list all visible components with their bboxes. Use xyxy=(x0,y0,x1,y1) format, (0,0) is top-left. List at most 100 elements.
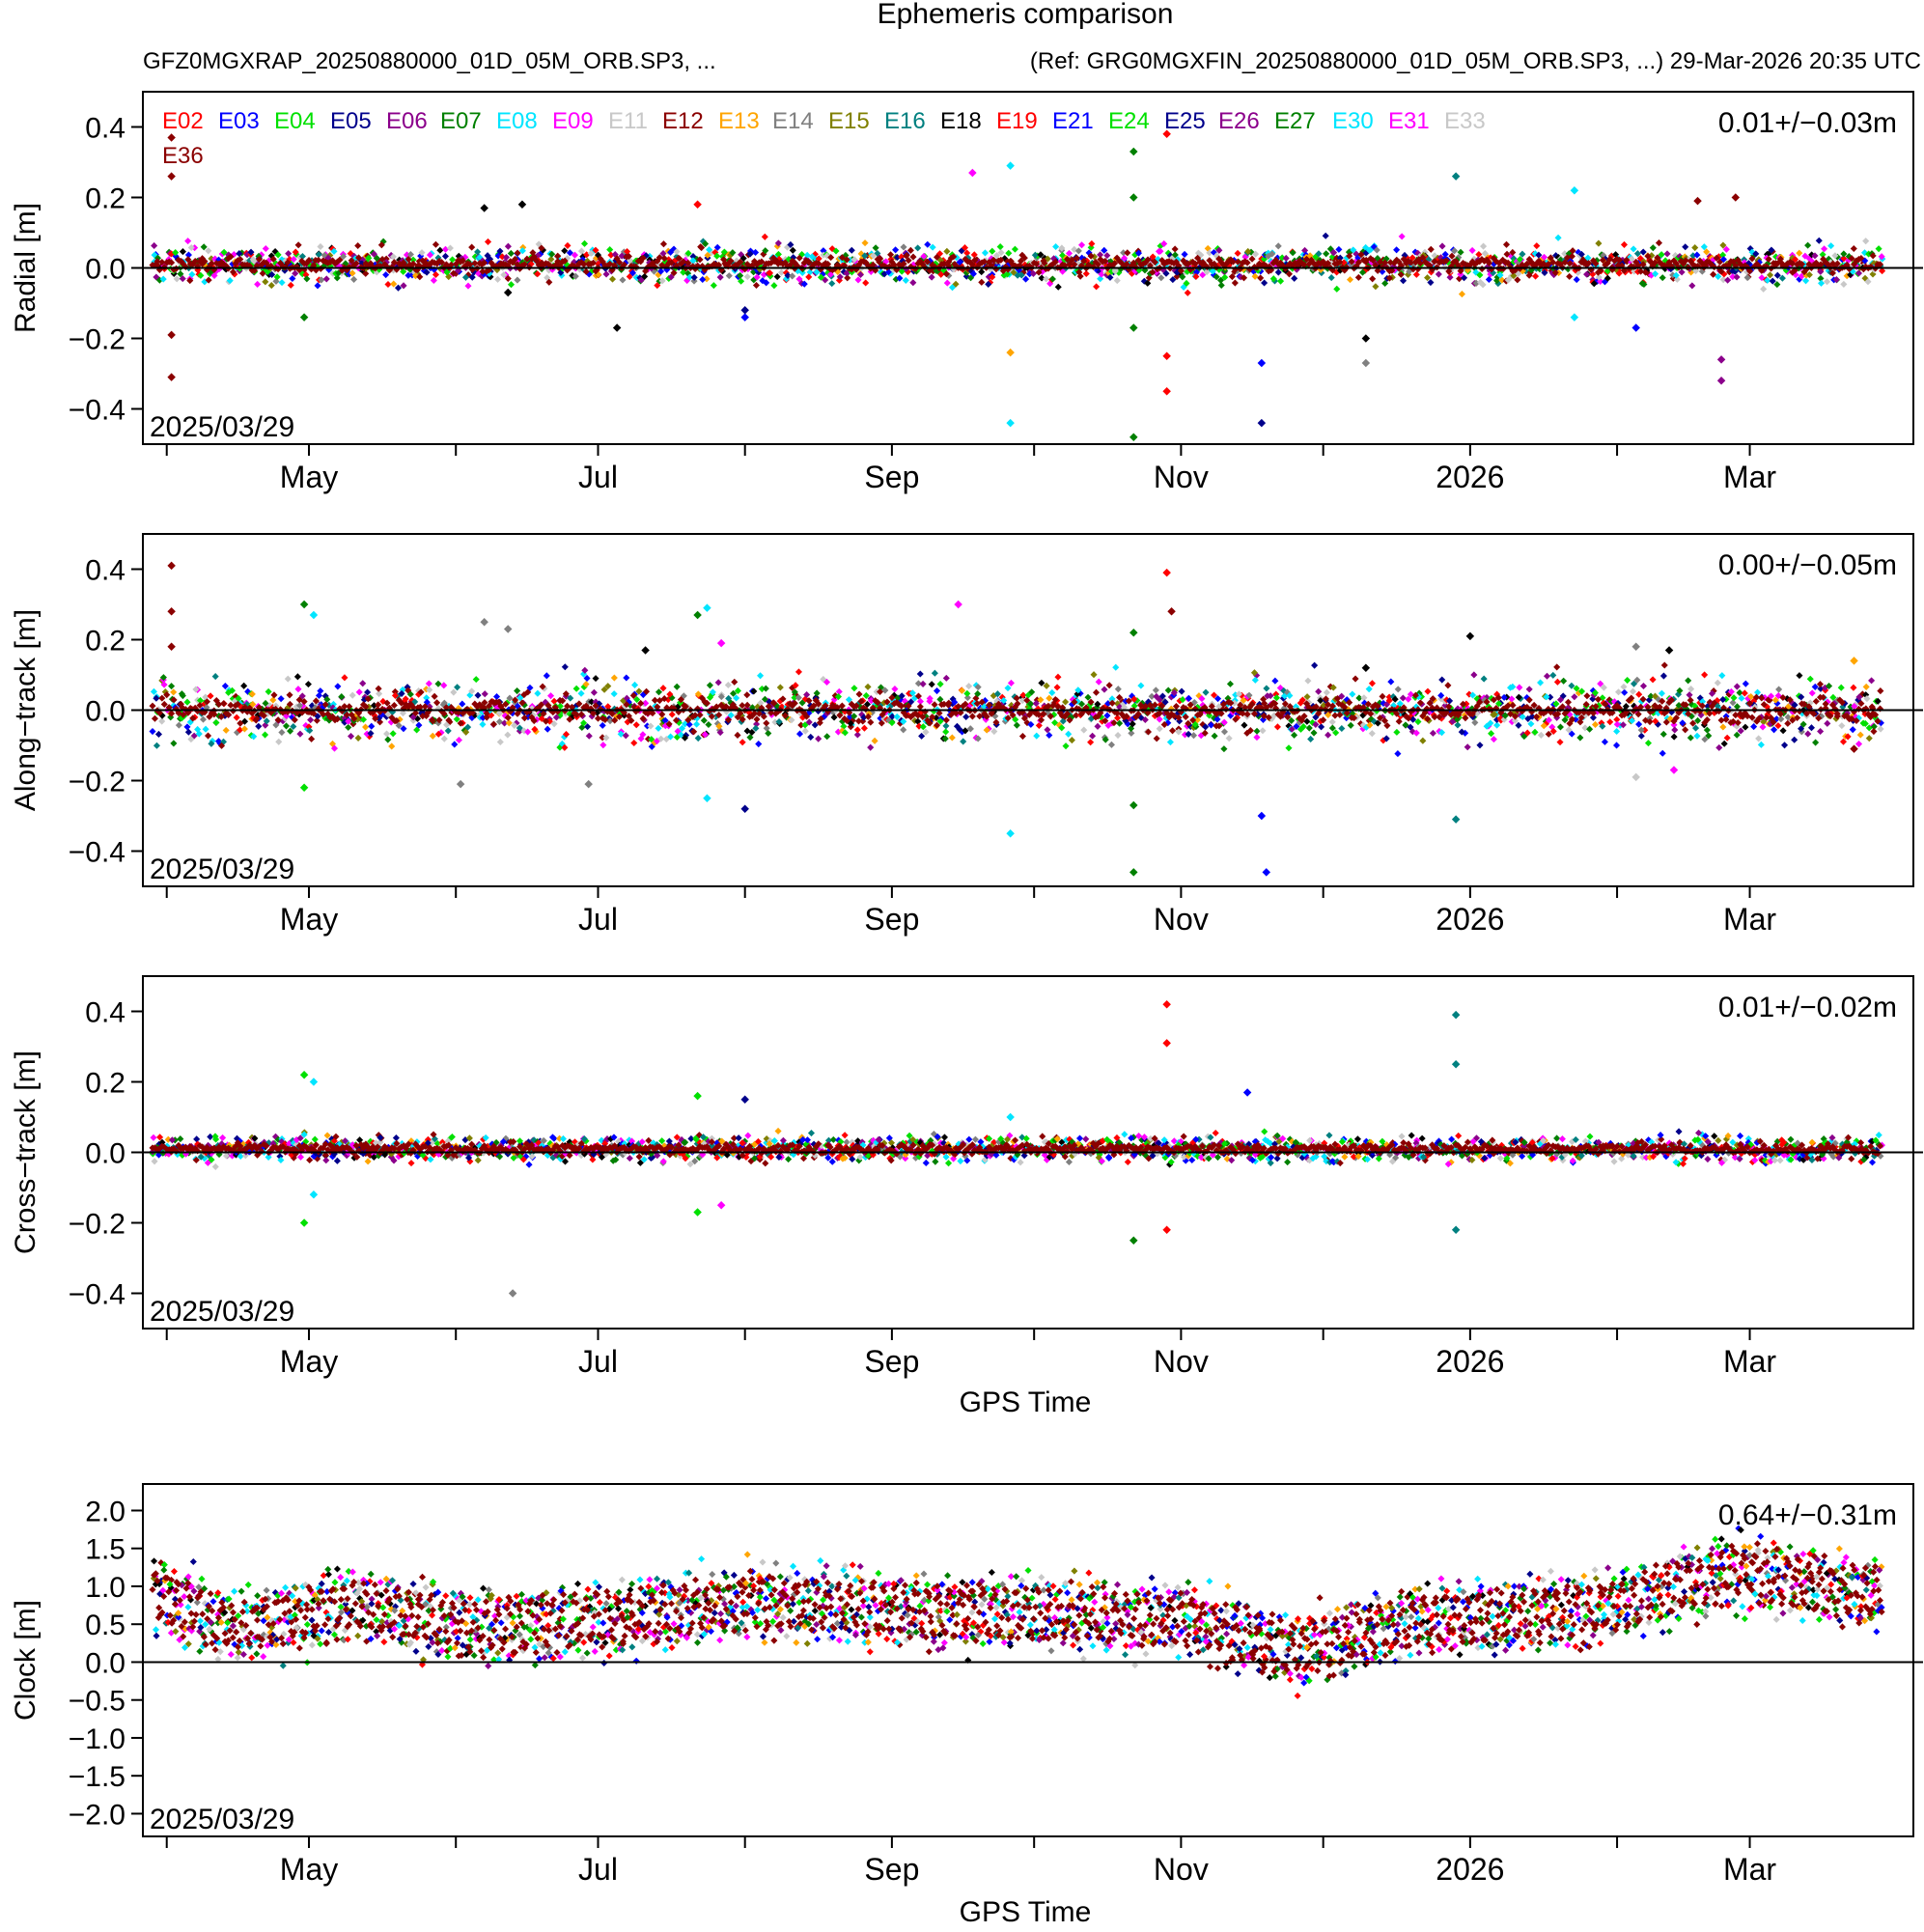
data-point xyxy=(1124,249,1131,257)
data-point xyxy=(1089,732,1097,740)
data-point xyxy=(623,674,630,682)
data-point xyxy=(800,280,808,288)
data-point xyxy=(516,724,523,732)
data-point xyxy=(567,694,574,702)
data-point xyxy=(159,275,167,283)
data-point xyxy=(1253,727,1261,735)
data-point xyxy=(673,248,681,256)
data-point xyxy=(464,282,472,290)
data-point xyxy=(705,720,712,729)
data-point xyxy=(430,276,437,284)
data-point xyxy=(315,251,322,259)
data-point xyxy=(668,711,676,718)
data-point xyxy=(383,730,391,738)
data-point xyxy=(249,256,257,264)
data-point xyxy=(514,249,521,257)
data-point xyxy=(877,255,884,263)
data-point xyxy=(739,255,747,263)
data-point xyxy=(1164,686,1172,694)
data-point xyxy=(1018,733,1026,741)
data-point xyxy=(1231,279,1239,287)
legend-entry: E08 xyxy=(496,108,538,134)
data-point xyxy=(1779,727,1787,735)
data-point xyxy=(1649,244,1657,252)
data-point xyxy=(870,252,878,260)
data-point xyxy=(1817,279,1826,287)
data-point xyxy=(996,243,1004,251)
data-point xyxy=(547,255,555,264)
data-point xyxy=(1062,742,1070,750)
data-point xyxy=(1639,682,1648,690)
data-point xyxy=(914,244,922,252)
data-point xyxy=(1291,274,1298,282)
outlier-point xyxy=(1716,377,1726,385)
data-point xyxy=(762,685,769,692)
data-point xyxy=(292,248,299,256)
data-point xyxy=(211,673,219,681)
data-point xyxy=(1369,275,1377,283)
legend-entry: E31 xyxy=(1388,108,1430,134)
data-point xyxy=(639,254,647,262)
data-point xyxy=(1516,684,1523,691)
data-point xyxy=(1171,245,1179,253)
data-point xyxy=(1349,690,1356,698)
outlier-point xyxy=(503,288,513,297)
data-point xyxy=(1659,274,1666,282)
data-point xyxy=(179,692,186,700)
data-point xyxy=(1620,240,1629,248)
data-point xyxy=(431,692,438,700)
panel-data xyxy=(149,129,1886,441)
data-point xyxy=(1043,275,1050,283)
data-point xyxy=(625,252,632,261)
data-point xyxy=(183,698,191,706)
data-point xyxy=(390,259,398,266)
outlier-point xyxy=(1162,387,1171,396)
data-point xyxy=(229,268,237,276)
data-point xyxy=(1137,682,1145,689)
data-point xyxy=(1315,687,1323,695)
data-point xyxy=(1444,682,1452,689)
legend-entry: E36 xyxy=(162,143,204,169)
data-point xyxy=(1323,688,1330,696)
data-point xyxy=(218,742,226,749)
data-point xyxy=(474,248,482,256)
data-point xyxy=(1850,244,1857,253)
data-point xyxy=(592,675,600,683)
data-point xyxy=(308,735,316,742)
data-point xyxy=(604,683,612,690)
data-point xyxy=(931,669,938,677)
data-point xyxy=(1152,686,1159,694)
chart-subtitle-left: GFZ0MGXRAP_20250880000_01D_05M_ORB.SP3, … xyxy=(143,48,716,74)
data-point xyxy=(942,716,950,724)
data-point xyxy=(153,742,160,749)
data-point xyxy=(592,246,600,254)
data-point xyxy=(201,258,209,266)
data-point xyxy=(702,240,710,248)
data-point xyxy=(755,741,763,748)
data-point xyxy=(1271,677,1279,685)
data-point xyxy=(287,727,294,735)
data-point xyxy=(404,256,412,264)
data-point xyxy=(1682,726,1689,734)
data-point xyxy=(1750,723,1758,731)
data-point xyxy=(914,692,922,700)
data-point xyxy=(1114,731,1122,740)
data-point xyxy=(1868,677,1876,685)
data-point xyxy=(1068,737,1075,744)
data-point xyxy=(774,250,782,258)
data-point xyxy=(1438,676,1446,684)
data-point xyxy=(1564,698,1573,706)
data-point xyxy=(752,248,760,257)
data-point xyxy=(890,261,898,268)
data-point xyxy=(854,276,862,284)
data-point xyxy=(1263,685,1270,692)
data-point xyxy=(284,675,292,683)
y-tick-label: 0.2 xyxy=(85,183,125,215)
data-point xyxy=(268,270,276,278)
data-point xyxy=(296,702,304,710)
data-point xyxy=(1691,243,1699,252)
data-point xyxy=(960,738,967,745)
data-point xyxy=(572,272,579,280)
data-point xyxy=(1282,254,1290,262)
x-tick-label: May xyxy=(280,460,338,494)
